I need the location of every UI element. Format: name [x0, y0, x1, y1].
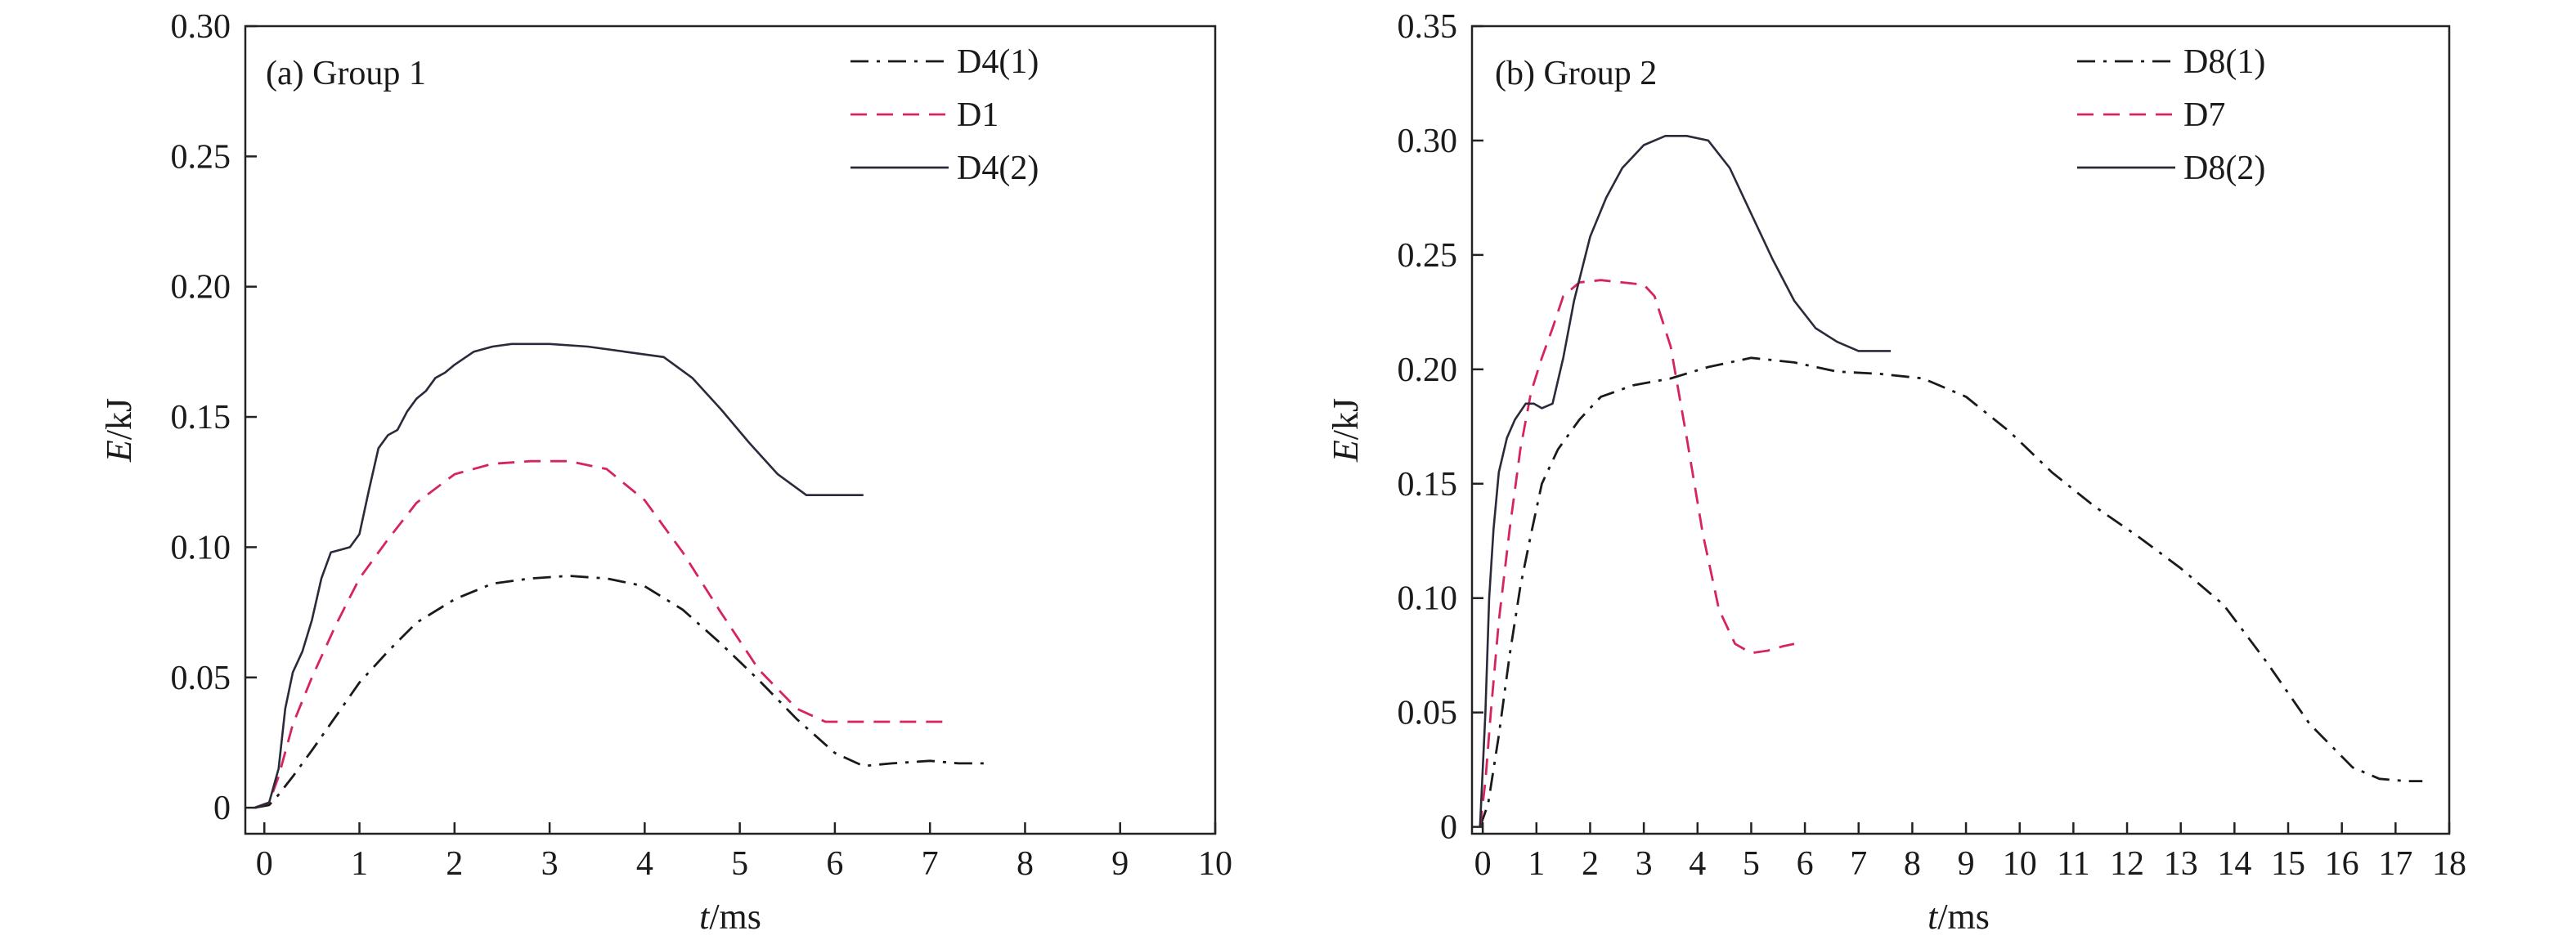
x-tick-label-b: 6 — [1797, 845, 1814, 883]
x-tick-label-b: 18 — [2432, 845, 2466, 883]
y-tick-label-b: 0.10 — [1398, 580, 1458, 618]
series-lines-a — [254, 342, 987, 809]
y-tick-label-a: 0.25 — [171, 138, 231, 176]
x-tick-label-b: 13 — [2164, 845, 2198, 883]
series-line-d1 — [254, 459, 949, 809]
x-tick-label-a: 1 — [351, 845, 368, 883]
x-tick-label-b: 5 — [1743, 845, 1760, 883]
x-tick-label-b: 0 — [1474, 845, 1492, 883]
x-tick-label-b: 10 — [2003, 845, 2037, 883]
x-tick-label-b: 3 — [1636, 845, 1653, 883]
axis-ticks-a: 0 1 2 3 4 5 6 7 8 9 10 0 0.05 0.10 0.15 0.20 0.25 0.30 — [171, 8, 1233, 883]
y-tick-label-b: 0.35 — [1398, 8, 1458, 46]
x-tick-label-b: 2 — [1582, 845, 1599, 883]
y-tick-label-b: 0.25 — [1398, 237, 1458, 275]
series-line-d42 — [254, 342, 864, 809]
plot-frame-b — [1470, 25, 2451, 835]
y-tick-label-b: 0.30 — [1398, 123, 1458, 160]
x-tick-label-b: 4 — [1689, 845, 1706, 883]
y-tick-label-a: 0.15 — [171, 399, 231, 436]
y-tick-label-b: 0.15 — [1398, 466, 1458, 504]
legend-label: D4(2) — [957, 150, 1039, 187]
chart-panel-a: 0 1 2 3 4 5 6 7 8 9 10 0 0.05 0.10 0.15 0.20 0.25 0.30 (a… — [99, 8, 1232, 937]
x-tick-label-a: 3 — [541, 845, 559, 883]
series-line-d41 — [254, 575, 987, 809]
y-tick-label-a: 0.05 — [171, 660, 231, 697]
series-lines-b — [1479, 135, 2423, 828]
x-tick-label-a: 8 — [1016, 845, 1034, 883]
x-tick-label-b: 15 — [2271, 845, 2305, 883]
x-tick-label-a: 6 — [826, 845, 843, 883]
x-tick-label-b: 17 — [2378, 845, 2412, 883]
x-tick-label-b: 9 — [1958, 845, 1975, 883]
axis-ticks-b: 0 1 2 3 4 5 6 7 8 9 10 11 12 13 14 15 16 17 1800.050.100.1… — [1398, 8, 2467, 883]
chart-panel-b: 0 1 2 3 4 5 6 7 8 9 10 11 12 13 14 15 16 17 1800.050.100.1… — [1326, 8, 2466, 937]
y-tick-label-b: 0.05 — [1398, 695, 1458, 732]
series-line-d81 — [1479, 356, 2423, 828]
legend-label: D8(1) — [2183, 43, 2265, 81]
legend-label: D7 — [2183, 96, 2225, 134]
series-line-d82 — [1479, 135, 1892, 827]
x-tick-label-b: 14 — [2217, 845, 2251, 883]
plot-frame-a — [244, 25, 1217, 835]
y-tick-label-a: 0.10 — [171, 529, 231, 566]
series-line-d7 — [1479, 279, 1795, 827]
y-axis-label-b: E/kJ — [1326, 398, 1366, 463]
y-tick-label-b: 0.20 — [1398, 351, 1458, 389]
x-tick-label-a: 7 — [922, 845, 939, 883]
x-tick-label-a: 5 — [731, 845, 748, 883]
x-tick-label-b: 12 — [2110, 845, 2144, 883]
legend-a: D4(1) D1 D4(2) — [850, 43, 1039, 187]
legend-label: D1 — [957, 96, 999, 134]
legend-b: D8(1) D7 D8(2) — [2077, 43, 2265, 187]
panel-title-a: (a) Group 1 — [266, 55, 426, 92]
x-axis-label-a: t/ms — [699, 897, 761, 937]
x-tick-label-b: 7 — [1850, 845, 1867, 883]
x-tick-label-b: 16 — [2325, 845, 2359, 883]
y-tick-label-b: 0 — [1440, 809, 1457, 847]
x-tick-label-a: 10 — [1198, 845, 1232, 883]
x-tick-label-a: 9 — [1111, 845, 1129, 883]
x-axis-label-b: t/ms — [1928, 897, 1990, 937]
x-tick-label-b: 8 — [1904, 845, 1921, 883]
y-tick-label-a: 0 — [213, 790, 231, 827]
legend-label: D8(2) — [2183, 150, 2265, 187]
legend-label: D4(1) — [957, 43, 1039, 81]
x-tick-label-a: 0 — [256, 845, 273, 883]
panel-title-b: (b) Group 2 — [1495, 55, 1657, 92]
y-tick-label-a: 0.20 — [171, 269, 231, 307]
x-tick-label-b: 11 — [2057, 845, 2089, 883]
x-tick-label-a: 4 — [636, 845, 653, 883]
x-tick-label-a: 2 — [446, 845, 463, 883]
y-tick-label-a: 0.30 — [171, 8, 231, 46]
x-tick-label-b: 1 — [1528, 845, 1545, 883]
y-axis-label-a: E/kJ — [99, 398, 139, 463]
